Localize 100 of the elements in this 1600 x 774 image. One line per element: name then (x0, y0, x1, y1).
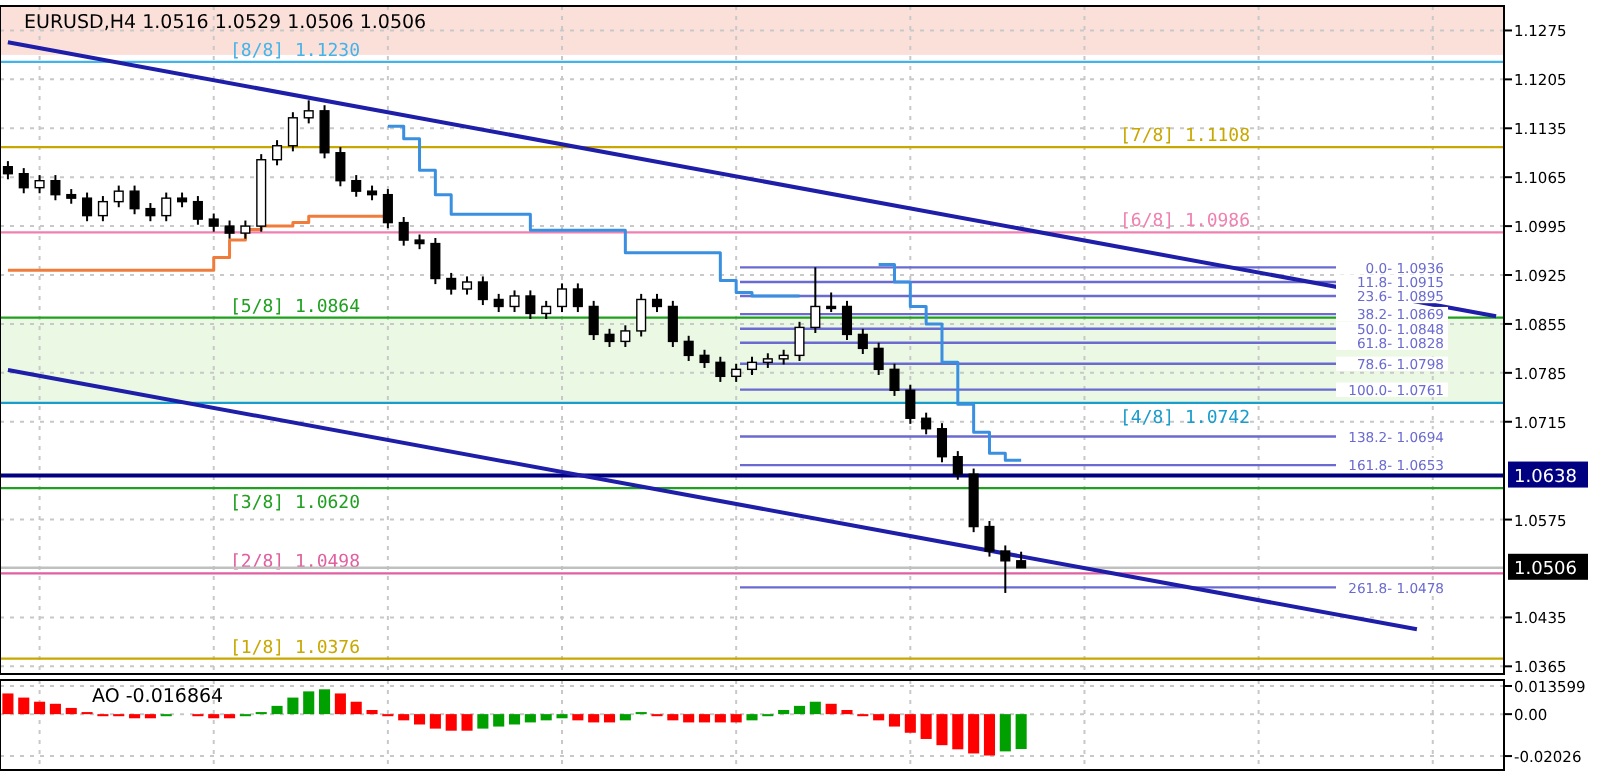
candlestick (873, 341, 884, 376)
bar (2, 693, 14, 715)
candlestick (588, 299, 599, 341)
candlestick (240, 219, 251, 240)
candlestick (50, 174, 61, 202)
candlestick (34, 174, 45, 195)
bar (968, 714, 980, 754)
bar (999, 714, 1011, 752)
bar (508, 714, 521, 725)
bar (398, 714, 410, 721)
candlestick (461, 275, 473, 296)
bar (319, 689, 331, 715)
candlestick (984, 519, 995, 558)
bar (49, 703, 61, 715)
ref-line-label: [7/8] 1.1108 (1120, 127, 1251, 148)
candlestick (841, 299, 853, 341)
bar (572, 714, 584, 721)
candlestick (746, 355, 758, 376)
bar (683, 714, 695, 723)
bar (493, 714, 505, 727)
candlestick (1000, 544, 1011, 594)
candlestick (208, 212, 219, 233)
bar (34, 701, 46, 715)
bar (414, 714, 426, 725)
bar (1015, 714, 1027, 750)
candlestick (667, 299, 678, 348)
candlestick (113, 184, 124, 209)
bar (540, 714, 552, 721)
candlestick (287, 111, 298, 153)
candlestick (145, 202, 156, 223)
bar (952, 714, 964, 750)
ref-line-label: [1/8] 1.0376 (230, 638, 361, 659)
candlestick (556, 282, 568, 314)
bar (445, 714, 457, 731)
candlestick (936, 422, 948, 464)
candlestick (97, 195, 108, 223)
bar (888, 714, 901, 727)
bar (65, 707, 77, 715)
candlestick (192, 195, 203, 226)
candlestick (826, 291, 837, 314)
bar (873, 714, 885, 721)
bar (809, 701, 821, 715)
candlestick (857, 327, 868, 355)
bar (667, 714, 679, 721)
bar (271, 705, 283, 715)
candlestick (921, 411, 932, 436)
bar (714, 714, 726, 723)
candlestick (683, 334, 694, 362)
bar (334, 693, 346, 715)
candlestick (430, 236, 441, 286)
candlestick (477, 275, 488, 307)
bar (904, 714, 916, 733)
candlestick (351, 174, 362, 198)
candlestick (161, 191, 172, 223)
ref-line-label: [3/8] 1.0620 (230, 494, 361, 515)
candlestick (382, 188, 393, 230)
bar (603, 714, 616, 723)
candlestick (82, 191, 93, 223)
ref-line-label: [5/8] 1.0864 (230, 297, 361, 318)
ref-line-label: [6/8] 1.0986 (1120, 212, 1251, 233)
bar (303, 691, 315, 715)
candlestick (889, 362, 900, 397)
ref-line-label: [8/8] 1.1230 (230, 41, 361, 62)
bar (983, 714, 996, 756)
candlestick (335, 146, 346, 188)
candlestick (905, 383, 916, 425)
bar (461, 714, 473, 731)
candlestick (224, 219, 235, 240)
bar (18, 697, 30, 715)
candlestick (794, 320, 805, 362)
chart-title: AO -0.016864 (92, 686, 224, 708)
candlestick (129, 184, 140, 216)
bar (825, 703, 837, 715)
bar (429, 714, 441, 729)
chart-title: EURUSD,H4 1.0516 1.0529 1.0506 1.0506 (24, 12, 427, 34)
candlestick (604, 327, 615, 348)
candlestick (620, 324, 631, 348)
ref-line-label: 1.0506 (1514, 559, 1578, 580)
candlestick (446, 271, 457, 296)
bar (936, 714, 948, 746)
bar (920, 714, 932, 739)
candlestick (572, 282, 583, 314)
bar (477, 714, 489, 729)
bar (524, 714, 536, 723)
ref-line-label: [4/8] 1.0742 (1120, 408, 1251, 429)
candlestick (18, 167, 29, 195)
bar (698, 714, 711, 723)
bar (746, 714, 758, 721)
candlestick (319, 104, 330, 160)
candlestick (699, 348, 710, 369)
bar (793, 705, 806, 715)
candlestick (952, 450, 963, 481)
bar (287, 697, 299, 715)
candlestick (525, 289, 536, 321)
candlestick (810, 266, 821, 335)
bar (588, 714, 600, 723)
bar (619, 714, 631, 721)
bar (350, 701, 362, 715)
ref-line-label: 1.0638 (1514, 467, 1578, 488)
candlestick (636, 292, 647, 338)
